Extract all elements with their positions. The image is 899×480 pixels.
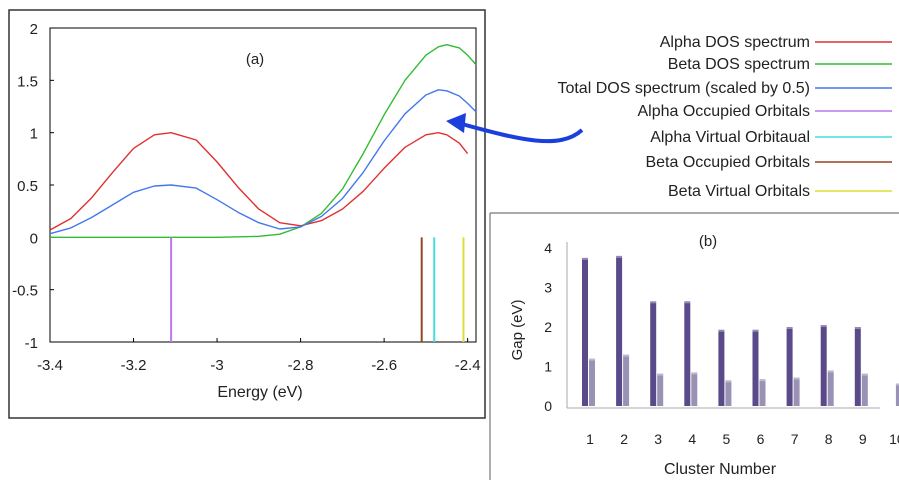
panel-b-x-tick-label: 9	[859, 431, 867, 447]
panel-b-y-ticks: 0 1 2 3 4	[544, 240, 552, 414]
panel-b-x-tick-label: 6	[757, 431, 765, 447]
panel-a-x-tick-label: -2.8	[288, 357, 314, 374]
panel-a-y-tick-label: -1	[25, 335, 38, 352]
panel-b-y-axis-label: Gap (eV)	[509, 300, 526, 361]
bar-cluster-4-series-1	[684, 301, 691, 406]
bar-cluster-6-series-1	[752, 329, 759, 406]
panel-b-y-tick-label: 1	[544, 359, 552, 375]
panel-b-y-tick-label: 2	[544, 319, 552, 335]
panel-a-y-ticks: -1 -0.5 0 0.5 1 1.5 2	[12, 21, 54, 352]
bar-cluster-9-series-1	[854, 327, 861, 406]
panel-b-y-tick-label: 3	[544, 280, 552, 296]
panel-a-x-tick-label: -2.4	[455, 357, 481, 374]
bar-highlight	[623, 354, 630, 357]
bar-highlight	[861, 373, 868, 376]
bar-highlight	[657, 373, 664, 376]
bar-cluster-3-series-1	[650, 301, 657, 406]
panel-a-frame	[8, 9, 486, 419]
panel-b-x-tick-label: 2	[620, 431, 628, 447]
legend-label: Beta DOS spectrum	[668, 56, 810, 73]
bar-highlight	[718, 329, 725, 332]
legend-label: Alpha Occupied Orbitals	[637, 103, 810, 120]
bar-highlight	[684, 301, 691, 304]
series-line-beta-dos-spectrum	[50, 44, 477, 238]
bar-cluster-4-series-2	[691, 372, 698, 406]
legend-label: Alpha DOS spectrum	[660, 34, 810, 51]
bar-cluster-9-series-2	[861, 373, 868, 406]
panel-a-x-ticks: -3.4 -3.2 -3 -2.8 -2.6 -2.4	[37, 338, 481, 374]
panel-b-y-tick-label: 0	[544, 398, 552, 414]
series-line-total-dos-spectrum-scaled-by-0-5-	[49, 89, 477, 235]
panel-b-x-tick-label: 4	[688, 431, 696, 447]
panel-a-x-tick-label: -2.6	[371, 357, 397, 374]
panel-a-x-tick-label: -3	[210, 357, 223, 374]
panel-b-x-tick-label: 10	[889, 431, 899, 447]
panel-a-y-tick-label: 0.5	[17, 178, 38, 195]
panel-b-y-tick-label: 4	[544, 240, 552, 256]
panel-b-x-tick-label: 8	[825, 431, 833, 447]
bar-highlight	[793, 377, 800, 380]
bar-highlight	[759, 379, 766, 382]
panel-a-y-tick-label: 2	[30, 21, 38, 38]
bar-cluster-5-series-1	[718, 329, 725, 406]
panel-a-label: (a)	[246, 51, 264, 68]
panel-a-x-tick-label: -3.4	[37, 357, 63, 374]
legend: Alpha DOS spectrum Beta DOS spectrum Total…	[557, 34, 892, 200]
bar-cluster-5-series-2	[725, 380, 732, 406]
bar-cluster-7-series-1	[786, 327, 793, 406]
panel-a-series	[49, 44, 477, 342]
annotation-arrow-head	[446, 113, 466, 133]
bar-highlight	[752, 329, 759, 332]
bar-cluster-8-series-1	[820, 325, 827, 406]
panel-a-y-tick-label: -0.5	[12, 283, 38, 300]
legend-label: Beta Virtual Orbitals	[668, 183, 810, 200]
bar-cluster-8-series-2	[827, 370, 834, 406]
legend-label: Total DOS spectrum (scaled by 0.5)	[557, 80, 810, 97]
bar-highlight	[895, 383, 899, 386]
bar-highlight	[589, 358, 595, 361]
bar-highlight	[725, 380, 732, 383]
panel-a-plot-border	[49, 27, 477, 343]
bar-highlight	[854, 327, 861, 329]
panel-a-x-tick-label: -3.2	[121, 357, 147, 374]
panel-b-x-ticks: 1 2 3 4 5 6 7 8 9 10	[586, 431, 899, 447]
bar-highlight	[820, 325, 827, 328]
bar-highlight	[582, 257, 588, 260]
bar-cluster-3-series-2	[657, 373, 664, 406]
bar-highlight	[786, 327, 793, 329]
bar-cluster-6-series-2	[759, 379, 766, 406]
panel-a-x-axis-label: Energy (eV)	[217, 384, 302, 401]
bar-highlight	[827, 370, 834, 373]
panel-b-label: (b)	[699, 233, 717, 250]
bar-highlight	[650, 301, 657, 304]
bar-cluster-2-series-1	[616, 255, 623, 406]
bar-cluster-2-series-2	[623, 354, 630, 406]
legend-label: Alpha Virtual Orbitaual	[650, 129, 810, 146]
panel-b-x-axis-label: Cluster Number	[664, 461, 777, 478]
bar-cluster-1-series-1	[582, 257, 588, 406]
bar-highlight	[616, 255, 623, 258]
legend-label: Beta Occupied Orbitals	[645, 154, 810, 171]
panel-a-y-tick-label: 0	[30, 230, 38, 247]
panel-a-y-tick-label: 1	[30, 126, 38, 143]
panel-a-y-tick-label: 1.5	[17, 73, 38, 90]
bar-highlight	[691, 372, 698, 375]
panel-b-x-tick-label: 3	[654, 431, 662, 447]
panel-b-x-tick-label: 1	[586, 431, 594, 447]
bar-cluster-7-series-2	[793, 377, 800, 406]
bar-cluster-10-series-2	[895, 383, 899, 406]
bar-cluster-1-series-2	[589, 358, 595, 406]
annotation-arrow	[461, 122, 584, 144]
panel-b-x-tick-label: 7	[791, 431, 799, 447]
panel-b-x-tick-label: 5	[723, 431, 731, 447]
series-line-alpha-dos-spectrum	[49, 132, 469, 231]
panel-b-bars	[582, 255, 899, 406]
